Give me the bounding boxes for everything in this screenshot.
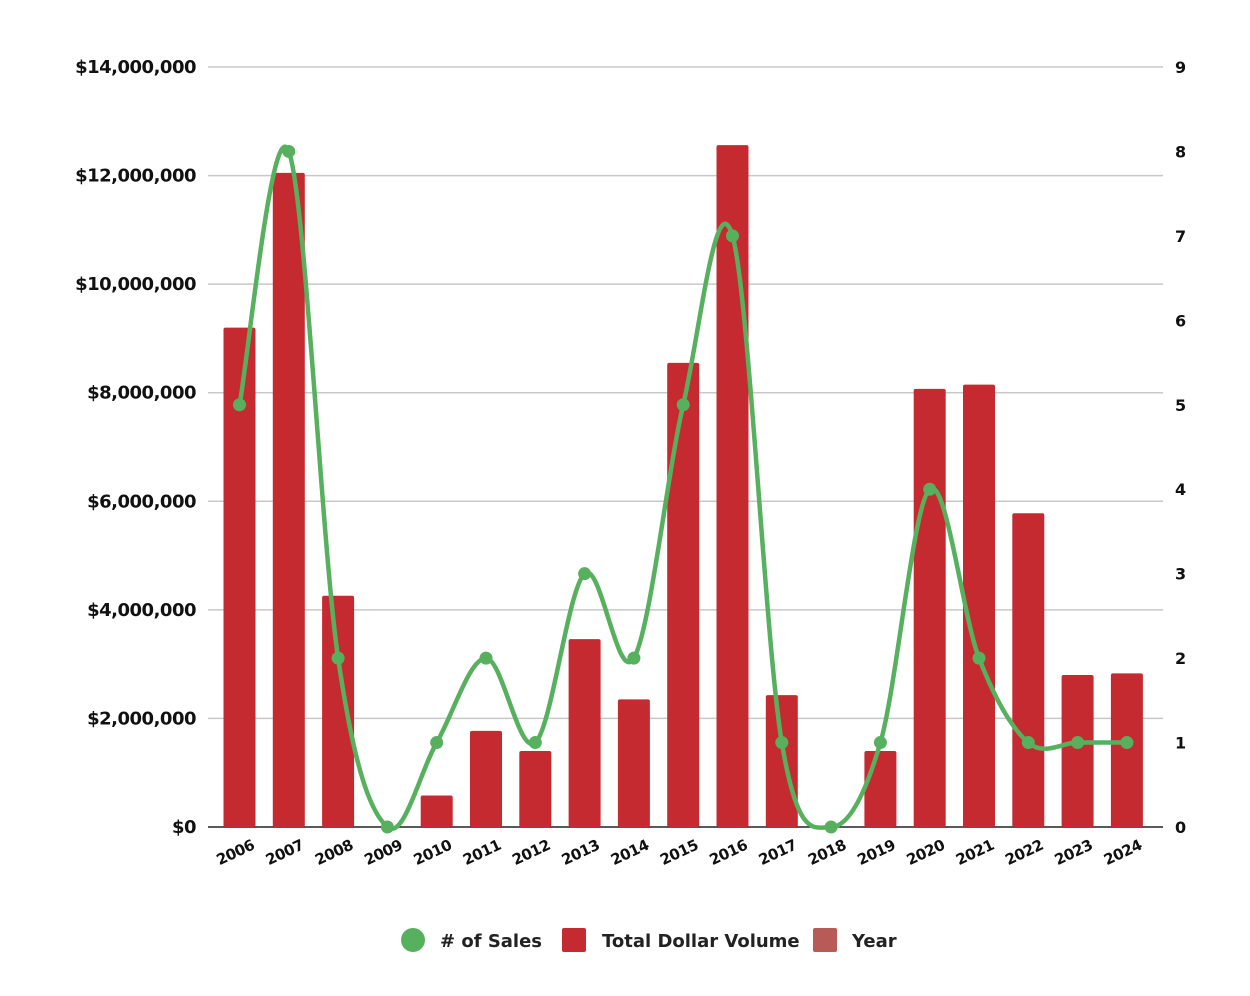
x-tick-label: 2011 [460, 836, 504, 869]
bar [1110, 673, 1143, 827]
x-tick-label: 2012 [509, 836, 553, 869]
legend-label: Year [851, 931, 897, 952]
sales-point [676, 398, 690, 412]
x-tick-label: 2018 [805, 836, 849, 869]
bar [519, 751, 552, 827]
sales-point [627, 651, 641, 665]
bar [272, 172, 305, 827]
x-tick-label: 2022 [1002, 836, 1046, 869]
sales-point [726, 229, 739, 243]
bar [913, 388, 946, 827]
x-tick-label: 2009 [361, 836, 405, 869]
legend: # of Sales Total Dollar Volume Year [401, 928, 897, 952]
left-tick-label: $12,000,000 [75, 166, 196, 187]
sales-point [1071, 736, 1085, 750]
sales-point [528, 736, 542, 750]
x-tick-label: 2015 [657, 836, 701, 869]
x-tick-label: 2024 [1101, 836, 1145, 869]
right-tick-label: 0 [1175, 818, 1186, 837]
right-tick-label: 5 [1175, 396, 1186, 415]
bar [470, 730, 502, 827]
bar [765, 695, 798, 827]
legend-marker-square [562, 928, 586, 952]
x-tick-label: 2014 [608, 836, 652, 869]
right-tick-label: 8 [1175, 142, 1186, 161]
legend-label: # of Sales [440, 931, 542, 952]
line-series-number-of-sales [233, 144, 1134, 834]
sales-point [233, 398, 246, 412]
legend-label: Total Dollar Volume [602, 931, 800, 952]
sales-point [430, 736, 444, 750]
sales-point [578, 567, 592, 581]
bar-series-total-dollar-volume [223, 145, 1143, 827]
bar [420, 795, 453, 827]
x-tick-label: 2016 [707, 836, 751, 869]
bar [667, 362, 700, 827]
x-tick-label: 2020 [904, 836, 948, 869]
left-y-axis: $0 $2,000,000 $4,000,000 $6,000,000 $8,000,0… [75, 57, 196, 838]
sales-point [331, 651, 345, 665]
bar [568, 639, 601, 827]
sales-point [282, 144, 296, 158]
sales-point [479, 651, 493, 665]
x-tick-label: 2013 [559, 836, 603, 869]
sales-point [775, 736, 789, 750]
left-tick-label: $8,000,000 [87, 383, 196, 404]
legend-marker-square [813, 928, 837, 952]
x-tick-label: 2006 [214, 836, 258, 869]
bar [716, 145, 749, 827]
x-tick-label: 2019 [854, 836, 898, 869]
bar [322, 595, 355, 827]
x-tick-label: 2021 [953, 836, 997, 869]
bar [963, 384, 995, 827]
left-tick-label: $6,000,000 [87, 491, 196, 512]
left-tick-label: $14,000,000 [75, 57, 196, 78]
sales-point [1021, 736, 1035, 750]
sales-point [1120, 736, 1134, 750]
right-tick-label: 9 [1175, 58, 1186, 77]
bar [1012, 513, 1045, 827]
x-tick-label: 2017 [756, 836, 800, 869]
left-tick-label: $0 [172, 817, 196, 838]
right-tick-label: 7 [1175, 227, 1186, 246]
bar [617, 699, 650, 827]
right-tick-label: 3 [1175, 565, 1186, 584]
x-tick-label: 2008 [312, 836, 356, 869]
right-tick-label: 1 [1175, 734, 1186, 753]
left-tick-label: $10,000,000 [75, 274, 196, 295]
legend-marker-circle [401, 928, 425, 952]
bar [864, 751, 897, 827]
right-tick-label: 6 [1175, 311, 1186, 330]
bar [223, 327, 256, 827]
sales-point [380, 820, 394, 834]
x-tick-label: 2023 [1052, 836, 1096, 869]
x-tick-label: 2007 [263, 836, 307, 869]
sales-point [923, 482, 937, 496]
left-tick-label: $4,000,000 [87, 600, 196, 621]
x-axis: 2006 2007 2008 2009 2010 2011 2012 2013 2014 2015… [214, 836, 1145, 869]
sales-point [972, 651, 986, 665]
left-tick-label: $2,000,000 [87, 708, 196, 729]
x-tick-label: 2010 [411, 836, 455, 869]
right-tick-label: 4 [1175, 480, 1186, 499]
sales-point [824, 820, 838, 834]
right-tick-label: 2 [1175, 649, 1186, 668]
bar [1061, 675, 1094, 827]
sales-point [873, 736, 887, 750]
right-y-axis: 0 1 2 3 4 5 6 7 8 9 [1175, 58, 1186, 837]
